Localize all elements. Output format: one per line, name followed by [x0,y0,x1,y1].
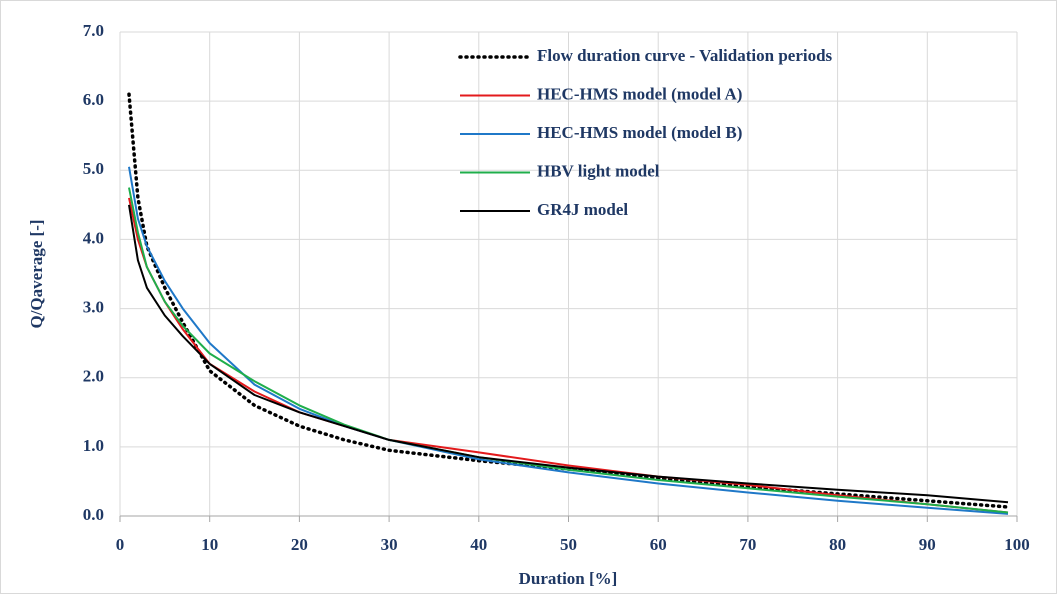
x-tick-label: 0 [116,535,125,554]
x-tick-label: 90 [919,535,936,554]
y-tick-label: 5.0 [83,159,104,178]
x-axis-title: Duration [%] [519,569,618,588]
y-tick-label: 4.0 [83,228,104,247]
y-tick-label: 7.0 [83,21,104,40]
y-tick-label: 2.0 [83,367,104,386]
y-tick-label: 6.0 [83,90,104,109]
x-tick-label: 80 [829,535,846,554]
y-axis-title: Q/Qaverage [-] [27,219,46,328]
x-tick-label: 40 [470,535,487,554]
legend-label: HEC-HMS model (model B) [537,123,742,142]
legend-label: HEC-HMS model (model A) [537,84,742,103]
x-tick-label: 60 [650,535,667,554]
series-line [128,187,1009,514]
x-tick-label: 10 [201,535,218,554]
x-tick-label: 100 [1004,535,1030,554]
x-tick-label: 30 [381,535,398,554]
legend-label: GR4J model [537,200,628,219]
y-tick-label: 3.0 [83,297,104,316]
x-tick-label: 50 [560,535,577,554]
y-tick-label: 1.0 [83,436,104,455]
x-tick-label: 20 [291,535,308,554]
x-tick-label: 70 [739,535,756,554]
y-tick-label: 0.0 [83,505,104,524]
series-line [128,204,1009,504]
legend-label: HBV light model [537,161,660,180]
legend-label: Flow duration curve - Validation periods [537,46,833,65]
